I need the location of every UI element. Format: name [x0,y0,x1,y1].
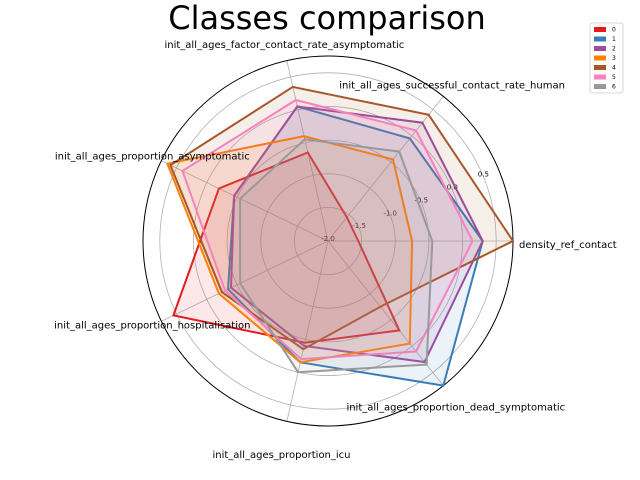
legend-label-4: 4 [612,65,616,72]
series-6-area [240,139,433,373]
axis-spoke [161,160,329,242]
series-3-area [167,136,413,363]
axis-label-7: init_all_ages_proportion_dead_symptomati… [346,402,565,413]
radial-tick-label: 0.0 [447,184,458,192]
series-3-line [166,135,414,364]
legend-label-5: 5 [612,74,616,81]
legend-swatch-3 [594,55,606,61]
series-1-area [228,106,483,386]
legend-swatch-4 [594,65,606,70]
legend-swatch-6 [594,84,606,89]
axis-label-3: init_all_ages_factor_contact_rate_asympt… [164,40,404,51]
axis-label-4: init_all_ages_proportion_asymptomatic [55,151,250,162]
legend-label-6: 6 [612,84,616,91]
legend-swatch-5 [594,74,606,80]
legend-swatch-0 [594,27,606,32]
radar-series [166,85,515,387]
radial-tick-label: -0.5 [414,196,428,204]
legend-swatch-1 [594,36,606,42]
series-6-line [239,138,434,374]
series-5-area [182,100,473,360]
axis-label-1: density_ref_contact [519,240,617,251]
series-0-line [172,151,401,344]
axis-label-5: init_all_ages_proportion_hospitalisation [54,321,250,332]
radial-tick-label: -1.5 [352,222,366,230]
series-2-line [229,105,484,364]
axis-label-6: init_all_ages_proportion_icu [212,450,350,461]
legend-swatch-2 [594,46,606,51]
radial-tick-label: -2.0 [321,235,335,243]
axis-label-2: init_all_ages_successful_contact_rate_hu… [339,80,565,91]
radial-tick-label: 0.5 [478,171,489,179]
legend-label-2: 2 [612,46,616,53]
axis-spoke [161,240,329,322]
series-5-line [181,98,474,361]
legend-label-3: 3 [612,55,616,62]
series-4-line [169,85,515,351]
legend-label-0: 0 [612,27,616,34]
axis-spoke [286,60,329,242]
legend: 0 1 2 3 4 5 6 [589,22,624,94]
series-1-line [226,105,484,387]
axis-spoke [286,240,329,422]
radar-axis-labels: density_ref_contact init_all_ages_success… [54,40,617,461]
legend-label-1: 1 [612,36,616,43]
radial-tick-label: -1.0 [383,209,397,217]
series-2-area [231,106,483,362]
chart-title: Classes comparison [168,0,486,37]
